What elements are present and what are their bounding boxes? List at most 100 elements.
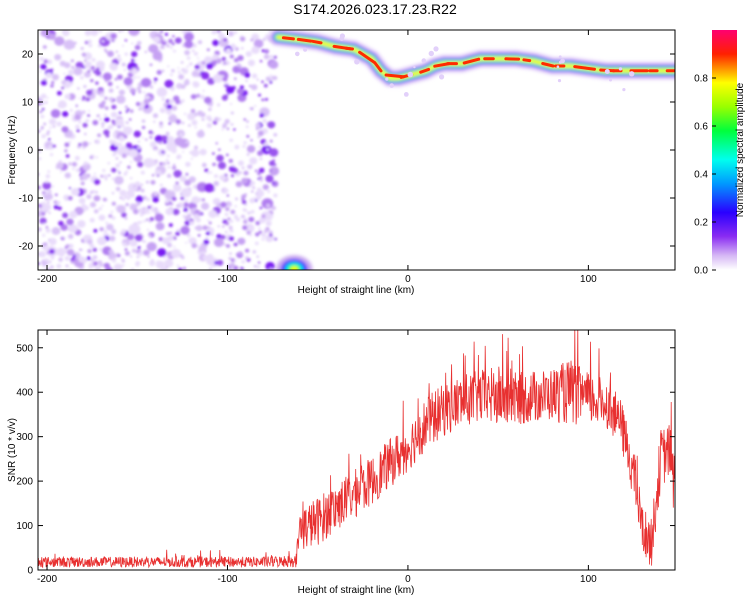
faint-dot <box>389 83 395 88</box>
noise-speckle <box>201 202 210 210</box>
noise-speckle <box>239 85 244 90</box>
x-tick-label: -200 <box>37 274 57 285</box>
noise-speckle <box>131 183 135 187</box>
noise-speckle <box>118 30 121 33</box>
noise-speckle <box>121 62 126 67</box>
noise-speckle <box>129 109 134 113</box>
noise-speckle <box>191 219 195 222</box>
noise-speckle <box>50 255 55 260</box>
noise-speckle <box>249 157 258 165</box>
noise-speckle <box>80 115 83 118</box>
noise-speckle <box>68 243 74 249</box>
noise-speckle <box>72 167 75 170</box>
noise-speckle <box>116 86 119 89</box>
noise-speckle <box>191 120 198 126</box>
noise-speckle <box>228 236 234 242</box>
noise-speckle <box>78 143 82 146</box>
noise-speckle <box>88 266 92 269</box>
noise-speckle <box>126 108 130 111</box>
noise-speckle <box>218 117 222 121</box>
noise-speckle <box>46 96 49 99</box>
noise-speckle <box>71 66 75 69</box>
noise-speckle <box>182 68 189 74</box>
noise-speckle <box>236 88 244 95</box>
noise-speckle <box>212 152 215 155</box>
noise-speckle <box>173 184 177 188</box>
noise-speckle <box>159 107 166 114</box>
noise-speckle <box>104 79 108 83</box>
noise-speckle <box>212 74 223 83</box>
noise-speckle <box>82 122 88 128</box>
noise-speckle <box>52 74 59 81</box>
noise-speckle <box>230 174 235 178</box>
noise-speckle <box>272 182 275 185</box>
noise-speckle <box>87 239 93 245</box>
x-tick-label: 100 <box>580 274 597 285</box>
noise-speckle <box>161 135 168 142</box>
noise-speckle <box>252 250 256 254</box>
noise-speckle <box>90 65 96 70</box>
noise-speckle <box>175 181 179 185</box>
noise-speckle <box>115 186 121 192</box>
noise-speckle <box>140 183 144 186</box>
noise-speckle <box>147 205 152 209</box>
noise-speckle <box>137 76 141 79</box>
noise-speckle <box>117 57 122 62</box>
noise-speckle <box>125 121 129 124</box>
noise-speckle <box>180 84 186 90</box>
noise-speckle <box>269 139 273 143</box>
noise-speckle <box>81 98 84 101</box>
snr-panel: -200 -100 0 100 0 100 200 300 400 500 Height of … <box>7 329 676 596</box>
noise-speckle <box>176 204 181 208</box>
noise-speckle <box>191 243 197 249</box>
noise-speckle <box>102 72 112 81</box>
noise-speckle <box>220 207 223 210</box>
y-tick-label: 400 <box>16 388 33 399</box>
noise-speckle <box>162 161 167 166</box>
noise-speckle <box>196 57 200 60</box>
figure-title: S174.2026.023.17.23.R22 <box>293 1 457 17</box>
noise-speckle <box>145 95 150 100</box>
noise-speckle <box>258 230 263 234</box>
noise-speckle <box>167 235 174 242</box>
ridge-peak-segment <box>311 39 323 45</box>
faint-dot <box>413 65 416 69</box>
noise-speckle <box>94 140 98 143</box>
noise-speckle <box>172 208 180 216</box>
noise-speckle <box>46 251 50 254</box>
noise-speckle <box>178 74 185 80</box>
noise-speckle <box>64 149 68 153</box>
noise-speckle <box>136 86 142 91</box>
noise-speckle <box>184 32 194 42</box>
noise-speckle <box>206 115 212 121</box>
noise-speckle <box>115 130 119 134</box>
noise-speckle <box>143 208 150 214</box>
faint-dot <box>560 58 565 64</box>
noise-speckle <box>124 204 128 207</box>
noise-speckle <box>185 241 188 244</box>
noise-speckle <box>111 192 115 195</box>
noise-speckle <box>201 118 205 121</box>
colorbar-label: Normalized spectral amplitude <box>735 82 746 217</box>
noise-speckle <box>180 30 183 33</box>
noise-speckle <box>168 122 172 125</box>
noise-speckle <box>214 261 219 265</box>
noise-speckle <box>212 162 217 167</box>
noise-speckle <box>168 38 174 44</box>
noise-speckle <box>88 43 93 48</box>
noise-speckle <box>271 215 274 218</box>
faint-dot <box>629 71 635 77</box>
noise-speckle <box>255 195 262 201</box>
noise-speckle <box>250 107 254 111</box>
noise-speckle <box>107 81 113 87</box>
noise-speckle <box>57 206 62 211</box>
noise-speckle <box>42 45 47 49</box>
noise-speckle <box>154 213 164 222</box>
noise-speckle <box>169 73 173 77</box>
noise-speckle <box>83 85 87 88</box>
noise-speckle <box>256 78 259 81</box>
noise-speckle <box>84 30 92 36</box>
noise-speckle <box>261 80 264 84</box>
noise-speckle <box>166 109 172 115</box>
noise-speckle <box>138 90 142 94</box>
